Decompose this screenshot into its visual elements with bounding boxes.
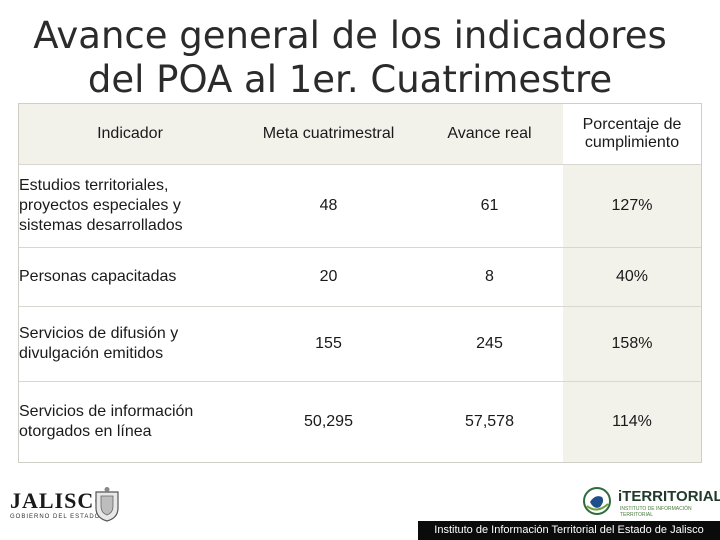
cell-indicador: Servicios de información otorgados en lí… <box>19 381 241 462</box>
footer-institution: Instituto de Información Territorial del… <box>418 521 720 540</box>
iterritorial-logo: iTERRITORIAL INSTITUTO DE INFORMACIÓN TE… <box>582 486 720 518</box>
jalisco-logo: JALISCO GOBIERNO DEL ESTADO <box>10 488 150 524</box>
state-seal-icon <box>95 487 119 522</box>
header-meta: Meta cuatrimestral <box>241 104 416 165</box>
cell-meta: 48 <box>241 164 416 248</box>
cell-avance: 61 <box>416 164 563 248</box>
iterritorial-logo-subtext: INSTITUTO DE INFORMACIÓN TERRITORIAL <box>620 506 692 518</box>
cell-indicador: Servicios de difusión y divulgación emit… <box>19 306 241 382</box>
jalisco-logo-subtext: GOBIERNO DEL ESTADO <box>10 514 101 520</box>
cell-indicador: Estudios territoriales, proyectos especi… <box>19 164 241 248</box>
cell-avance: 8 <box>416 247 563 307</box>
cell-avance: 57,578 <box>416 381 563 462</box>
cell-porcentaje: 40% <box>563 247 701 307</box>
cell-meta: 50,295 <box>241 381 416 462</box>
table-row: Estudios territoriales, proyectos especi… <box>19 164 701 248</box>
cell-porcentaje: 158% <box>563 306 701 382</box>
table-row: Servicios de información otorgados en lí… <box>19 381 701 462</box>
indicators-table: Indicador Meta cuatrimestral Avance real… <box>19 104 701 462</box>
header-porcentaje: Porcentaje de cumplimiento <box>563 104 701 165</box>
table-row: Personas capacitadas 20 8 40% <box>19 247 701 307</box>
table-row: Servicios de difusión y divulgación emit… <box>19 306 701 382</box>
cell-indicador: Personas capacitadas <box>19 247 241 307</box>
cell-porcentaje: 114% <box>563 381 701 462</box>
cell-meta: 20 <box>241 247 416 307</box>
header-indicador: Indicador <box>19 104 241 165</box>
indicators-table-container: Indicador Meta cuatrimestral Avance real… <box>18 103 702 463</box>
iterritorial-logo-text: iTERRITORIAL <box>618 488 720 505</box>
territorial-emblem-icon <box>583 487 611 515</box>
header-avance: Avance real <box>416 104 563 165</box>
slide-title: Avance general de los indicadores del PO… <box>33 14 667 101</box>
table-header-row: Indicador Meta cuatrimestral Avance real… <box>19 104 701 165</box>
cell-avance: 245 <box>416 306 563 382</box>
jalisco-logo-text: JALISCO <box>10 488 113 513</box>
cell-porcentaje: 127% <box>563 164 701 248</box>
cell-meta: 155 <box>241 306 416 382</box>
